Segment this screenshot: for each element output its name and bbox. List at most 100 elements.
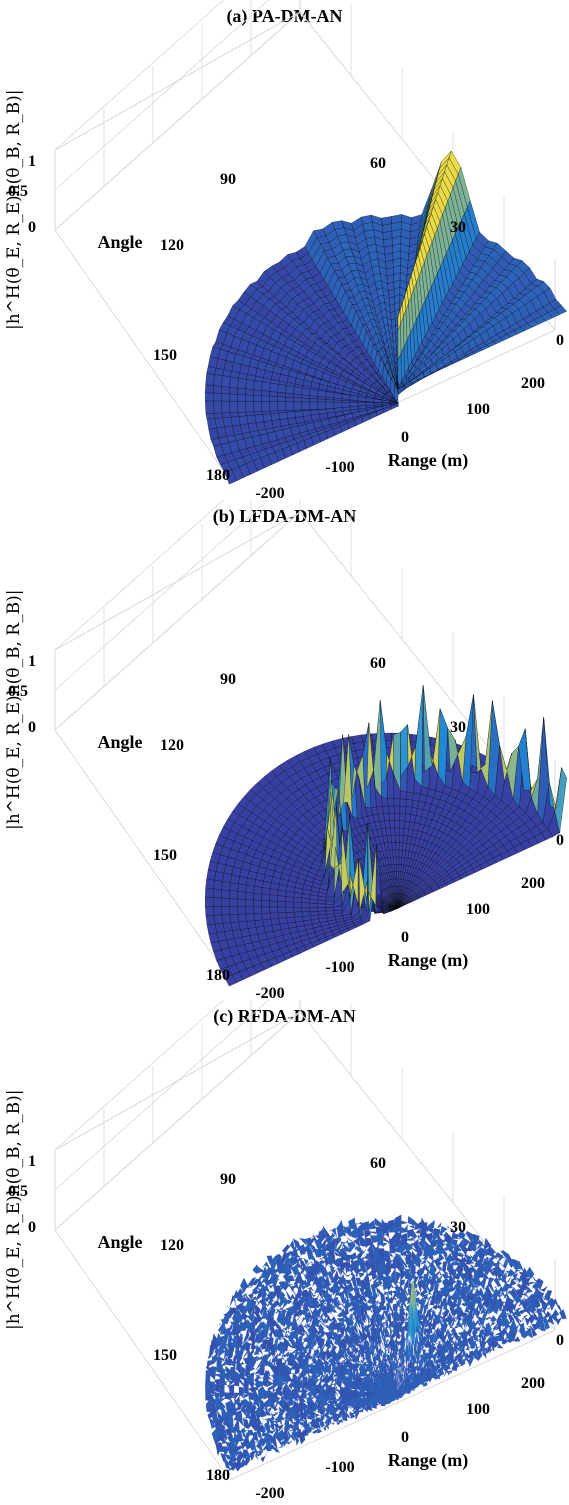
surface-patch [486,1335,493,1347]
surface-patch [390,1308,394,1321]
surface-patch [348,1313,354,1327]
surface-patch [546,1314,555,1325]
surface-patch [457,1282,464,1288]
surface-patch [531,1274,540,1282]
surface-patch [285,1305,293,1312]
range-tick-label: -200 [255,485,284,500]
surface-patch [254,919,265,928]
surface-patch [317,1280,325,1292]
surface-patch [269,382,279,393]
surface-patch [317,398,326,403]
surface-patch [307,1328,314,1339]
surface-patch [387,805,395,814]
surface-patch [231,1320,239,1335]
surface-patch [384,1251,390,1260]
surface-patch [415,1329,419,1347]
surface-patch [383,1348,387,1359]
surface-patch [205,373,215,386]
surface-patch [251,1289,260,1295]
surface-patch [240,1324,248,1332]
surface-patch [548,1295,556,1308]
surface-patch [446,1293,453,1308]
surface-patch [418,1275,424,1281]
surface-patch [328,1315,335,1322]
surface-patch [308,1279,316,1282]
surface-patch [459,1273,466,1282]
surface-patch [500,1262,509,1269]
surface-patch [277,401,287,412]
surface-patch [486,1316,494,1321]
surface-patch [260,1302,268,1312]
surface-patch [277,392,287,398]
surface-patch [345,1319,351,1331]
surface-patch [333,1350,339,1362]
surface-patch [440,1226,448,1235]
surface-patch [329,1296,336,1305]
surface-patch [368,1250,375,1262]
surface-patch [237,913,248,923]
surface-patch [307,1333,314,1348]
surface-patch [469,1330,476,1335]
surface-patch [435,1313,441,1323]
surface-patch [410,1287,414,1311]
angle-tick-label: 150 [153,847,177,864]
surface-patch [347,1241,355,1248]
surface-patch [379,1327,383,1337]
surface-patch [372,1268,378,1280]
surface-patch [405,1311,410,1322]
surface-patch [252,1296,260,1307]
surface-patch [309,898,319,904]
surface-patch [374,1260,381,1265]
surface-patch [395,1279,401,1284]
surface-patch [430,1330,436,1344]
surface-patch [253,886,263,895]
surface-patch [277,901,286,908]
surface-patch [292,1283,300,1291]
surface-patch [505,1339,512,1343]
surface-patch [416,1340,421,1353]
surface-patch [525,1287,533,1295]
surface-patch [237,883,247,893]
surface-patch [431,1352,436,1358]
surface-patch [259,1285,267,1303]
surface-patch [543,1311,551,1319]
surface-patch [499,1291,507,1300]
surface-patch [341,1270,348,1278]
surface-patch [430,1338,436,1348]
surface-patch [306,1287,314,1302]
surface-patch [475,1240,484,1251]
surface-patch [453,1284,460,1291]
surface-patch [407,1225,415,1229]
surface-patch [253,906,263,914]
surface-patch [463,1347,470,1354]
surface-patch [480,1313,487,1326]
surface-patch [394,834,400,843]
surface-patch [516,1283,525,1292]
surface-patch [278,412,288,420]
surface-patch [245,1318,252,1329]
grid-line [54,11,301,231]
surface-patch [388,1290,393,1297]
surface-patch [237,898,246,908]
surface-patch [504,1329,512,1339]
surface-patch [399,813,406,822]
angle-tick-label: 30 [450,719,466,736]
surface-patch [447,1322,454,1329]
angle-tick-label: 90 [220,671,236,688]
surface-patch [521,1292,529,1299]
surface-patch [236,1290,245,1303]
surface-patch [511,1277,520,1285]
surface-patch [430,1324,436,1332]
surface-patch [438,1252,445,1263]
surface-patch [538,1317,546,1332]
surface-patch [446,1226,455,1234]
surface-patch [373,1341,378,1355]
surface-patch [242,1304,250,1314]
surface-patch [374,1319,379,1329]
surface-patch [381,1264,387,1276]
surface-patch [258,1320,265,1335]
surface-patch [349,1260,356,1273]
surface-patch [400,1350,402,1365]
surface-patch [456,1237,464,1250]
surface-patch [390,1252,396,1260]
